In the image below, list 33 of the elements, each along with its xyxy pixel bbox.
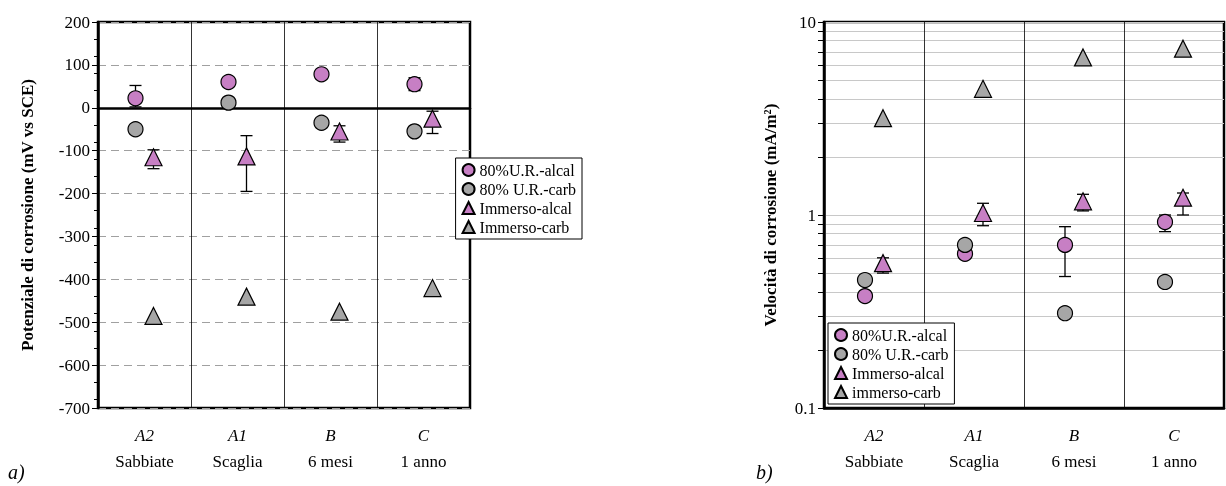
y-axis-title: Velocità di corrosione (mA/m²) bbox=[761, 103, 780, 327]
x-tick-label: B 6 mesi bbox=[308, 425, 354, 471]
legend-label: 80%U.R.-alcal bbox=[479, 161, 576, 179]
y-tick-label: 0 bbox=[81, 98, 90, 118]
legend-label: Immerso-carb bbox=[479, 218, 570, 236]
y-tick-label: 0.1 bbox=[794, 398, 816, 418]
text: b) bbox=[756, 461, 773, 484]
y-tick-label: -500 bbox=[58, 312, 90, 332]
x-tick-label: A2 Sabbiate bbox=[115, 425, 174, 471]
x-tick-label: A2 Sabbiate bbox=[844, 425, 904, 471]
text: a) bbox=[8, 461, 25, 484]
y-tick-label: 10 bbox=[799, 12, 816, 32]
legend-label: 80% U.R.-carb bbox=[479, 180, 577, 198]
y-tick-label: -100 bbox=[58, 141, 90, 161]
legend-label: immerso-carb bbox=[852, 383, 941, 401]
y-tick-label: -200 bbox=[58, 184, 90, 204]
y-tick-label: -600 bbox=[58, 355, 90, 375]
x-tick-label: C 1 anno bbox=[1151, 425, 1197, 471]
x-tick-label: B 6 mesi bbox=[1051, 425, 1097, 471]
y-tick-label: 1 bbox=[807, 205, 816, 225]
x-tick-label: C 1 anno bbox=[400, 425, 447, 471]
y-tick-label: 100 bbox=[64, 55, 90, 75]
y-axis-title: Potenziale di corrosione (mV vs SCE) bbox=[18, 79, 37, 351]
y-tick-label: 200 bbox=[64, 12, 90, 32]
legend-label: 80% U.R.-carb bbox=[852, 345, 949, 363]
y-tick-label: -300 bbox=[58, 226, 90, 246]
y-tick-label: -400 bbox=[58, 269, 90, 289]
legend-label: Immerso-alcal bbox=[852, 364, 945, 382]
y-tick-label: -700 bbox=[58, 398, 90, 418]
x-tick-label: A1 Scaglia bbox=[212, 425, 263, 471]
legend-label: Immerso-alcal bbox=[479, 199, 573, 217]
x-tick-label: A1 Scaglia bbox=[948, 425, 1000, 471]
legend-label: 80%U.R.-alcal bbox=[852, 326, 948, 344]
